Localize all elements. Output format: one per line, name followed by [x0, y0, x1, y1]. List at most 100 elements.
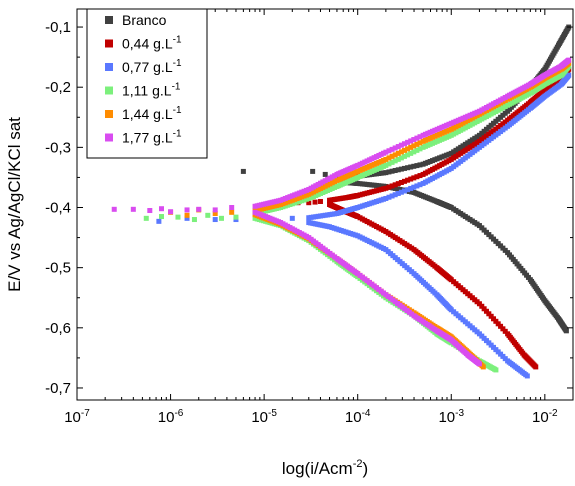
y-tick-label: -0,6	[45, 320, 71, 337]
data-point	[322, 171, 328, 177]
x-axis-title: log(i/Acm-2)	[282, 458, 368, 478]
anodic-point	[405, 146, 411, 152]
plot-frame	[76, 8, 574, 401]
data-point	[175, 214, 181, 220]
data-point	[196, 206, 202, 212]
data-point	[212, 211, 218, 217]
cathodic-point	[481, 306, 487, 312]
anodic-point	[386, 148, 392, 154]
y-axis-title: E/V vs Ag/AgCl/KCl sat	[5, 117, 24, 292]
anodic-point	[386, 155, 392, 161]
cathodic-point	[480, 364, 486, 370]
legend-box	[86, 8, 208, 159]
x-tick-label: 10-2	[532, 408, 558, 426]
data-point	[184, 207, 190, 213]
data-point	[147, 208, 153, 214]
y-tick-label: -0,1	[45, 19, 71, 36]
data-point	[168, 209, 174, 215]
data-point	[312, 199, 318, 205]
anodic-point	[401, 141, 407, 147]
anodic-point	[395, 156, 401, 162]
data-point	[229, 209, 235, 215]
data-point	[184, 215, 190, 221]
anodic-point	[398, 166, 404, 172]
anodic-point	[405, 187, 411, 193]
legend: Branco 0,44 g.L-1 0,77 g.L-1 1,11 g.L-1 1,44…	[86, 8, 208, 159]
anodic-point	[566, 72, 572, 78]
x-tick-label: 10-6	[158, 408, 184, 426]
cathodic-point	[563, 328, 569, 334]
anodic-point	[395, 150, 401, 156]
data-point	[218, 215, 224, 221]
cathodic-point	[486, 311, 492, 317]
anodic-point	[414, 163, 420, 169]
anodic-point	[411, 149, 417, 155]
y-tick-label: -0,3	[45, 139, 71, 156]
anodic-point	[408, 150, 414, 156]
anodic-point	[389, 193, 395, 199]
data-point	[191, 217, 197, 223]
data-point	[156, 218, 162, 224]
data-point	[233, 214, 239, 220]
data-point	[158, 206, 164, 212]
legend-marker	[105, 133, 113, 142]
anodic-point	[392, 182, 398, 188]
x-axis-title-tail: )	[362, 459, 368, 478]
anodic-point	[417, 146, 423, 152]
anodic-point	[414, 183, 420, 189]
anodic-point	[408, 138, 414, 144]
anodic-point	[405, 139, 411, 145]
legend-label: Branco	[122, 12, 167, 28]
x-tick-label: 10-7	[64, 408, 90, 426]
data-point	[111, 206, 117, 212]
data-point	[317, 198, 323, 204]
data-point	[130, 206, 136, 212]
anodic-point	[392, 152, 398, 158]
x-tick-label: 10-4	[345, 408, 371, 426]
anodic-point	[405, 152, 411, 158]
anodic-point	[392, 168, 398, 174]
data-point	[310, 168, 316, 174]
anodic-point	[398, 149, 404, 155]
anodic-point	[411, 184, 417, 190]
data-point	[143, 215, 149, 221]
anodic-point	[408, 144, 414, 150]
cathodic-point	[502, 328, 508, 334]
anodic-point	[383, 170, 389, 176]
cathodic-point	[493, 367, 499, 373]
anodic-point	[386, 169, 392, 175]
anodic-point	[408, 176, 414, 182]
anodic-point	[414, 141, 420, 147]
anodic-point	[383, 185, 389, 191]
anodic-point	[383, 156, 389, 162]
anodic-point	[386, 184, 392, 190]
series-5	[111, 57, 572, 367]
legend-label: 0,77 g.L-1	[122, 58, 182, 75]
data-point	[212, 207, 218, 213]
anodic-point	[392, 145, 398, 151]
x-tick-label: 10-3	[438, 408, 464, 426]
anodic-point	[411, 137, 417, 143]
cathodic-point	[498, 323, 504, 329]
anodic-point	[417, 134, 423, 140]
anodic-point	[386, 161, 392, 167]
anodic-point	[383, 149, 389, 155]
y-tick-label: -0,2	[45, 79, 71, 96]
legend-label: 1,44 g.L-1	[122, 105, 182, 122]
cathodic-point	[476, 361, 482, 367]
anodic-point	[414, 135, 420, 141]
anodic-point	[414, 174, 420, 180]
anodic-point	[411, 163, 417, 169]
ticks-layer: 10-7 10-6 10-5 10-4 10-3 10-2 -0,1 -0,2 -0,3 -0,4…	[45, 9, 573, 426]
anodic-point	[414, 147, 420, 153]
anodic-point	[389, 153, 395, 159]
y-tick-label: -0,7	[45, 380, 71, 397]
anodic-point	[398, 189, 404, 195]
x-tick-label: 10-5	[251, 408, 277, 426]
data-point	[289, 215, 295, 221]
cathodic-point	[524, 373, 530, 379]
legend-marker	[105, 63, 113, 71]
cathodic-point	[500, 326, 506, 332]
x-axis-title-base: log(i/Acm	[282, 459, 353, 478]
anodic-point	[417, 140, 423, 146]
